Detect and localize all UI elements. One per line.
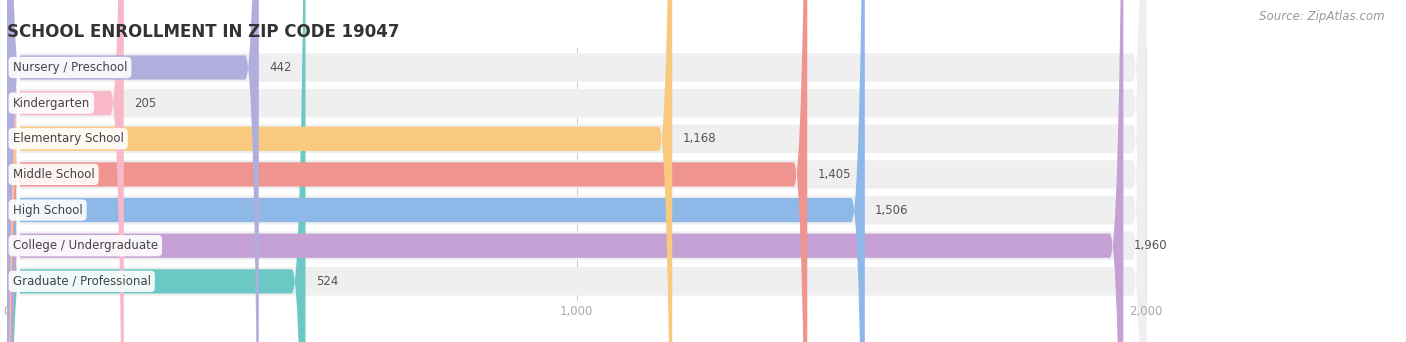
Text: Elementary School: Elementary School <box>13 132 124 145</box>
Text: Middle School: Middle School <box>13 168 94 181</box>
FancyBboxPatch shape <box>7 0 1123 342</box>
FancyBboxPatch shape <box>7 0 672 342</box>
Text: College / Undergraduate: College / Undergraduate <box>13 239 157 252</box>
FancyBboxPatch shape <box>7 0 1146 342</box>
Text: 1,506: 1,506 <box>875 203 908 216</box>
FancyBboxPatch shape <box>7 0 1146 342</box>
Text: High School: High School <box>13 203 83 216</box>
Text: Source: ZipAtlas.com: Source: ZipAtlas.com <box>1260 10 1385 23</box>
Text: 205: 205 <box>134 97 156 110</box>
FancyBboxPatch shape <box>7 0 1146 342</box>
Text: Nursery / Preschool: Nursery / Preschool <box>13 61 127 74</box>
FancyBboxPatch shape <box>7 0 1146 342</box>
Text: 442: 442 <box>269 61 291 74</box>
Text: 524: 524 <box>316 275 337 288</box>
FancyBboxPatch shape <box>7 0 1146 342</box>
FancyBboxPatch shape <box>7 0 124 342</box>
FancyBboxPatch shape <box>7 0 1146 342</box>
Text: 1,168: 1,168 <box>682 132 716 145</box>
FancyBboxPatch shape <box>7 0 1146 342</box>
Text: Kindergarten: Kindergarten <box>13 97 90 110</box>
Text: SCHOOL ENROLLMENT IN ZIP CODE 19047: SCHOOL ENROLLMENT IN ZIP CODE 19047 <box>7 23 399 41</box>
FancyBboxPatch shape <box>7 0 305 342</box>
FancyBboxPatch shape <box>7 0 807 342</box>
FancyBboxPatch shape <box>7 0 865 342</box>
FancyBboxPatch shape <box>7 0 259 342</box>
Text: Graduate / Professional: Graduate / Professional <box>13 275 150 288</box>
Text: 1,960: 1,960 <box>1133 239 1167 252</box>
Text: 1,405: 1,405 <box>817 168 851 181</box>
